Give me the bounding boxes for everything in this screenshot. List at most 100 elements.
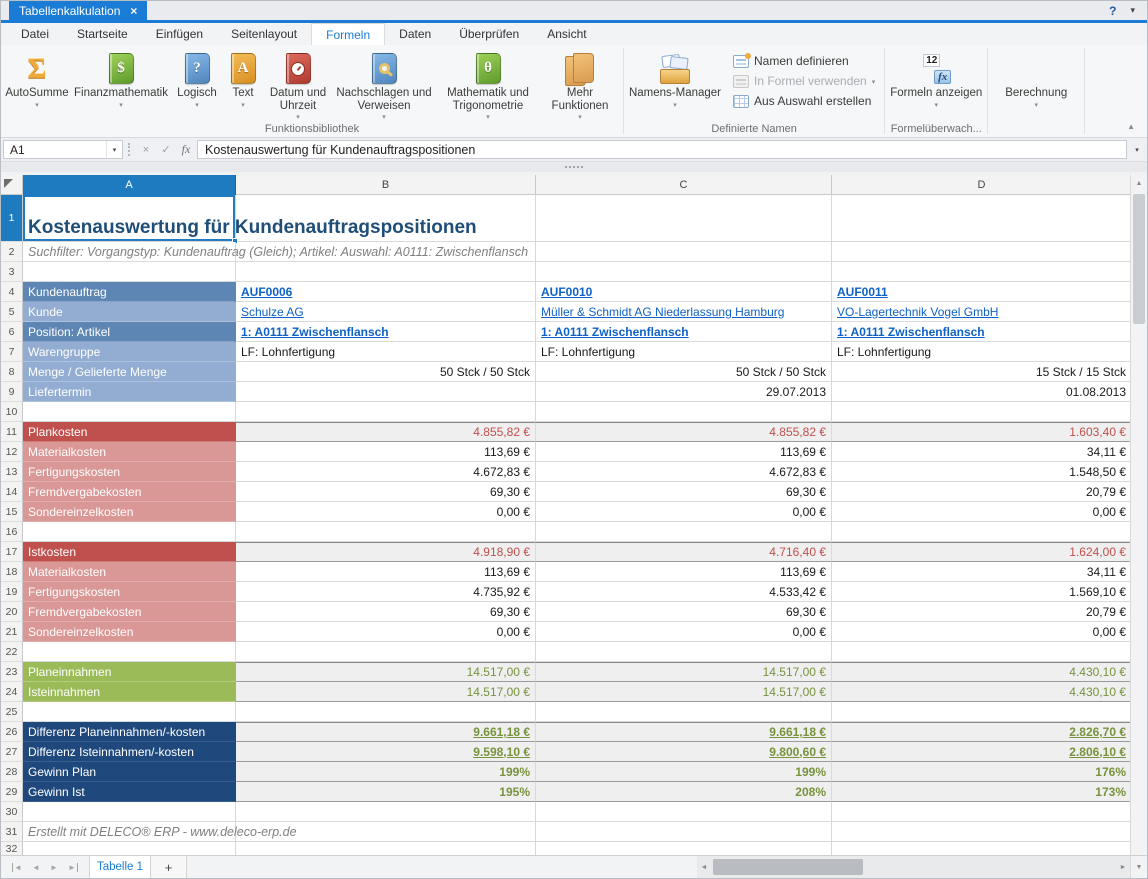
cell-B8[interactable]: 50 Stck / 50 Stck (236, 362, 536, 382)
row-header-17[interactable]: 17 (1, 542, 23, 562)
namens-manager-button[interactable]: Namens-Manager▾ (627, 48, 723, 109)
row-header-25[interactable]: 25 (1, 702, 23, 722)
row-header-3[interactable]: 3 (1, 262, 23, 282)
cell-B13[interactable]: 4.672,83 € (236, 462, 536, 482)
first-sheet-icon[interactable]: ◄ (12, 863, 22, 872)
cell-B28[interactable]: 199% (236, 762, 536, 782)
row-header-12[interactable]: 12 (1, 442, 23, 462)
row-header-2[interactable]: 2 (1, 242, 23, 262)
previous-sheet-icon[interactable]: ◄ (32, 863, 40, 872)
cell-A13[interactable]: Fertigungskosten (23, 462, 236, 482)
cell-D11[interactable]: 1.603,40 € (832, 422, 1132, 442)
cell-B32[interactable] (236, 842, 536, 855)
cell-C10[interactable] (536, 402, 832, 422)
row-header-27[interactable]: 27 (1, 742, 23, 762)
cell-D31[interactable] (832, 822, 1132, 842)
cell-D25[interactable] (832, 702, 1132, 722)
mehr-funktionen-button[interactable]: Mehr Funktionen▾ (540, 48, 620, 121)
cell-C21[interactable]: 0,00 € (536, 622, 832, 642)
vertical-scrollbar-thumb[interactable] (1133, 194, 1145, 324)
cell-A28[interactable]: Gewinn Plan (23, 762, 236, 782)
cell-D2[interactable] (832, 242, 1132, 262)
cell-A21[interactable]: Sondereinzelkosten (23, 622, 236, 642)
ribbon-tab-seitenlayout[interactable]: Seitenlayout (217, 23, 311, 45)
cell-A5[interactable]: Kunde (23, 302, 236, 322)
scroll-left-icon[interactable]: ◄ (697, 864, 711, 871)
cell-B11[interactable]: 4.855,82 € (236, 422, 536, 442)
sheet-tab-tabelle1[interactable]: Tabelle 1 (89, 856, 151, 878)
ribbon-tab-formeln[interactable]: Formeln (311, 23, 385, 45)
cell-B17[interactable]: 4.918,90 € (236, 542, 536, 562)
cell-C2[interactable] (536, 242, 832, 262)
column-header-D[interactable]: D (832, 175, 1132, 195)
cell-D21[interactable]: 0,00 € (832, 622, 1132, 642)
ribbon-tab-startseite[interactable]: Startseite (63, 23, 142, 45)
cell-D32[interactable] (832, 842, 1132, 855)
row-header-19[interactable]: 19 (1, 582, 23, 602)
cell-D18[interactable]: 34,11 € (832, 562, 1132, 582)
cell-A6[interactable]: Position: Artikel (23, 322, 236, 342)
scroll-up-icon[interactable]: ▲ (1131, 175, 1147, 192)
row-header-23[interactable]: 23 (1, 662, 23, 682)
insert-function-icon[interactable]: fx (177, 142, 195, 157)
cell-B26[interactable]: 9.661,18 € (236, 722, 536, 742)
aus-auswahl-erstellen-button[interactable]: Aus Auswahl erstellen (733, 94, 875, 108)
cell-C9[interactable]: 29.07.2013 (536, 382, 832, 402)
cell-A29[interactable]: Gewinn Ist (23, 782, 236, 802)
finanzmathematik-button[interactable]: $Finanzmathematik▾ (70, 48, 172, 109)
cell-A11[interactable]: Plankosten (23, 422, 236, 442)
cell-A3[interactable] (23, 262, 236, 282)
cell-B24[interactable]: 14.517,00 € (236, 682, 536, 702)
mathematik-und-trigonometrie-button[interactable]: θMathematik und Trigonometrie▾ (436, 48, 540, 121)
cell-D29[interactable]: 173% (832, 782, 1132, 802)
ribbon-tab-daten[interactable]: Daten (385, 23, 445, 45)
cell-A24[interactable]: Isteinnahmen (23, 682, 236, 702)
cell-D20[interactable]: 20,79 € (832, 602, 1132, 622)
text-button[interactable]: AText▾ (222, 48, 264, 109)
row-header-16[interactable]: 16 (1, 522, 23, 542)
cell-C17[interactable]: 4.716,40 € (536, 542, 832, 562)
next-sheet-icon[interactable]: ► (50, 863, 58, 872)
row-header-6[interactable]: 6 (1, 322, 23, 342)
cell-C11[interactable]: 4.855,82 € (536, 422, 832, 442)
row-header-4[interactable]: 4 (1, 282, 23, 302)
cell-B27[interactable]: 9.598,10 € (236, 742, 536, 762)
cell-C1[interactable] (536, 195, 832, 242)
row-header-28[interactable]: 28 (1, 762, 23, 782)
row-header-5[interactable]: 5 (1, 302, 23, 322)
cell-C12[interactable]: 113,69 € (536, 442, 832, 462)
horizontal-scrollbar[interactable]: ◄ ► (697, 856, 1130, 878)
cell-A16[interactable] (23, 522, 236, 542)
cell-C19[interactable]: 4.533,42 € (536, 582, 832, 602)
cell-D17[interactable]: 1.624,00 € (832, 542, 1132, 562)
cell-C5[interactable]: Müller & Schmidt AG Niederlassung Hambur… (536, 302, 832, 322)
cell-B20[interactable]: 69,30 € (236, 602, 536, 622)
cell-B21[interactable]: 0,00 € (236, 622, 536, 642)
cell-D27[interactable]: 2.806,10 € (832, 742, 1132, 762)
cell-C30[interactable] (536, 802, 832, 822)
cell-A17[interactable]: Istkosten (23, 542, 236, 562)
cell-C18[interactable]: 113,69 € (536, 562, 832, 582)
help-icon[interactable]: ? (1109, 4, 1116, 18)
cell-D24[interactable]: 4.430,10 € (832, 682, 1132, 702)
cell-C31[interactable] (536, 822, 832, 842)
cell-A27[interactable]: Differenz Isteinnahmen/-kosten (23, 742, 236, 762)
cell-B14[interactable]: 69,30 € (236, 482, 536, 502)
row-header-26[interactable]: 26 (1, 722, 23, 742)
cell-D23[interactable]: 4.430,10 € (832, 662, 1132, 682)
select-all-corner[interactable] (1, 175, 23, 195)
name-box[interactable]: A1 ▾ (3, 140, 123, 159)
ribbon-tab-berpr-fen[interactable]: Überprüfen (445, 23, 533, 45)
row-header-10[interactable]: 10 (1, 402, 23, 422)
formula-input[interactable]: Kostenauswertung für Kundenauftragsposit… (197, 140, 1127, 159)
cell-A22[interactable] (23, 642, 236, 662)
cell-B15[interactable]: 0,00 € (236, 502, 536, 522)
cell-B5[interactable]: Schulze AG (236, 302, 536, 322)
row-header-30[interactable]: 30 (1, 802, 23, 822)
cancel-entry-icon[interactable]: × (137, 144, 155, 156)
cell-C7[interactable]: LF: Lohnfertigung (536, 342, 832, 362)
cell-C27[interactable]: 9.800,60 € (536, 742, 832, 762)
window-menu-icon[interactable]: ▾ (1130, 5, 1135, 16)
cell-A25[interactable] (23, 702, 236, 722)
cell-C3[interactable] (536, 262, 832, 282)
